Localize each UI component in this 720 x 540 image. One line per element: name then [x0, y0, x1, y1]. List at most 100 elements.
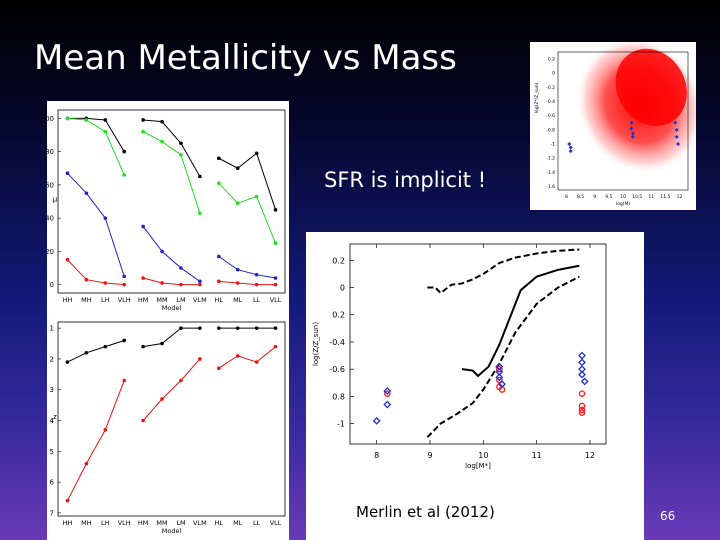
data-point-black: [179, 141, 183, 146]
red-data-point: [578, 409, 586, 417]
y-tick-label: -0.4: [329, 338, 345, 347]
y-tick-label: 0.8: [332, 392, 345, 401]
redshift-by-model-chart: 1 2 3 4 5 6 7 HH MH LH VLH HM MM LM VLM HL ML LL VLL Model z: [47, 316, 289, 540]
data-point-green: [160, 139, 164, 144]
x-tick-label-VLL: VLL: [270, 519, 282, 527]
y-tick-label: -1: [551, 142, 556, 148]
data-point-black: [198, 326, 202, 330]
series-line-blue: [218, 255, 276, 279]
y-tick-label: 0: [340, 284, 345, 293]
blue-data-point: [629, 126, 634, 131]
y-tick-label: -0.8: [546, 127, 555, 133]
data-point-blue: [122, 274, 127, 279]
data-point-green: [84, 118, 89, 122]
data-point-blue: [84, 191, 89, 195]
data-point-black: [103, 344, 108, 349]
red-data-point: [496, 365, 503, 373]
y-tick-label: 1: [50, 325, 54, 333]
data-point-red: [84, 277, 89, 282]
blue-data-point: [498, 380, 506, 389]
data-point-red: [235, 354, 240, 358]
data-point-blue: [198, 279, 202, 284]
y-tick-label: 80: [47, 148, 54, 156]
blue-data-point: [578, 370, 586, 379]
data-point-black: [141, 118, 145, 122]
observed-density-inset: 8 8.5 9 9.5 10 10.5 11 11.5 12 0.2 0 -0.2 -0.4 -0.6 -0…: [530, 42, 696, 210]
blue-data-point: [674, 127, 679, 132]
data-point-red: [122, 378, 127, 383]
series-line-red: [67, 380, 125, 501]
x-axis-label: log[M*]: [465, 462, 491, 470]
blue-data-point: [580, 377, 589, 386]
data-point-red: [198, 282, 202, 287]
y-axis-label: log(Z/Z_sun): [312, 322, 320, 366]
data-point-blue: [235, 267, 240, 272]
series-line-red: [218, 280, 276, 286]
x-tick-label-LM: LM: [176, 519, 185, 527]
data-point-red: [273, 282, 278, 287]
data-point-black: [254, 151, 259, 156]
x-tick-label-LH: LH: [101, 519, 110, 527]
blue-data-point: [674, 134, 679, 139]
blue-data-point: [568, 145, 573, 150]
data-point-black: [179, 326, 183, 330]
series-line-black: [67, 117, 125, 152]
y-tick-label: -0.2: [546, 85, 555, 91]
data-point-blue: [103, 216, 108, 220]
data-point-blue: [65, 171, 70, 176]
median-curve: [461, 264, 580, 378]
x-tick-label-VLM: VLM: [193, 519, 207, 527]
mass-metallicity-chart: 8 9 10 11 12 0.2 0 0.2 -0.4 -0.6 0.8 -1 log[M*] log(Z…: [306, 232, 644, 480]
x-axis-label: Model: [162, 527, 182, 535]
page-number: 66: [660, 509, 676, 523]
data-point-red: [160, 397, 164, 401]
y-tick-label: 100: [47, 115, 54, 123]
data-point-black: [273, 326, 278, 330]
citation-box: [306, 480, 644, 540]
data-point-red: [84, 461, 89, 466]
blue-data-point: [629, 120, 634, 125]
data-point-black: [103, 118, 108, 122]
y-axis-label: μ: [53, 196, 58, 204]
x-tick-label-LM: LM: [176, 296, 185, 304]
data-point-black: [141, 344, 145, 349]
x-tick-label-VLH: VLH: [118, 296, 131, 304]
data-point-green: [198, 211, 202, 215]
data-point-black: [216, 326, 221, 330]
x-tick-label-ML: ML: [233, 519, 243, 527]
y-tick-label: 0.2: [332, 256, 345, 265]
data-point-red: [141, 418, 145, 423]
upper-percentile-curve: [427, 248, 580, 295]
data-point-red: [254, 360, 259, 364]
x-tick-label-MM: MM: [156, 296, 167, 304]
y-tick-label: 60: [47, 181, 54, 189]
y-axis-label: log(Z*/Z_sun): [534, 82, 540, 113]
x-tick-label: 9: [427, 451, 432, 460]
x-tick-label-MH: MH: [81, 296, 92, 304]
x-tick-label: 8.5: [577, 194, 584, 200]
data-point-red: [216, 279, 221, 284]
series-line-black: [67, 340, 125, 363]
data-point-red: [160, 281, 164, 285]
data-point-blue: [216, 254, 221, 259]
x-tick-label-MM: MM: [156, 519, 167, 527]
y-tick-label: 4: [50, 417, 55, 425]
blue-data-point: [676, 142, 681, 146]
metallicity-by-model-svg: 0 20 40 60 80 100 HH MH LH VLH HM MM LM VLM HL ML LL VLL M…: [47, 109, 286, 312]
data-point-red: [254, 282, 259, 287]
x-tick-label-HL: HL: [215, 296, 224, 304]
series-line-black: [218, 152, 277, 210]
x-tick-label: 11.5: [660, 194, 670, 200]
data-point-black: [198, 174, 202, 179]
y-tick-label: -1.2: [546, 156, 555, 162]
x-tick-label: 8: [374, 451, 379, 460]
data-point-black: [160, 119, 164, 124]
series-line-black: [143, 327, 200, 348]
y-tick-label: 40: [47, 215, 54, 223]
series-line-blue: [142, 226, 201, 282]
y-tick-label: 5: [50, 448, 54, 456]
blue-data-point: [372, 416, 381, 425]
data-point-red: [179, 282, 183, 287]
x-tick-label-VLH: VLH: [118, 519, 131, 527]
x-tick-label-HL: HL: [215, 519, 224, 527]
